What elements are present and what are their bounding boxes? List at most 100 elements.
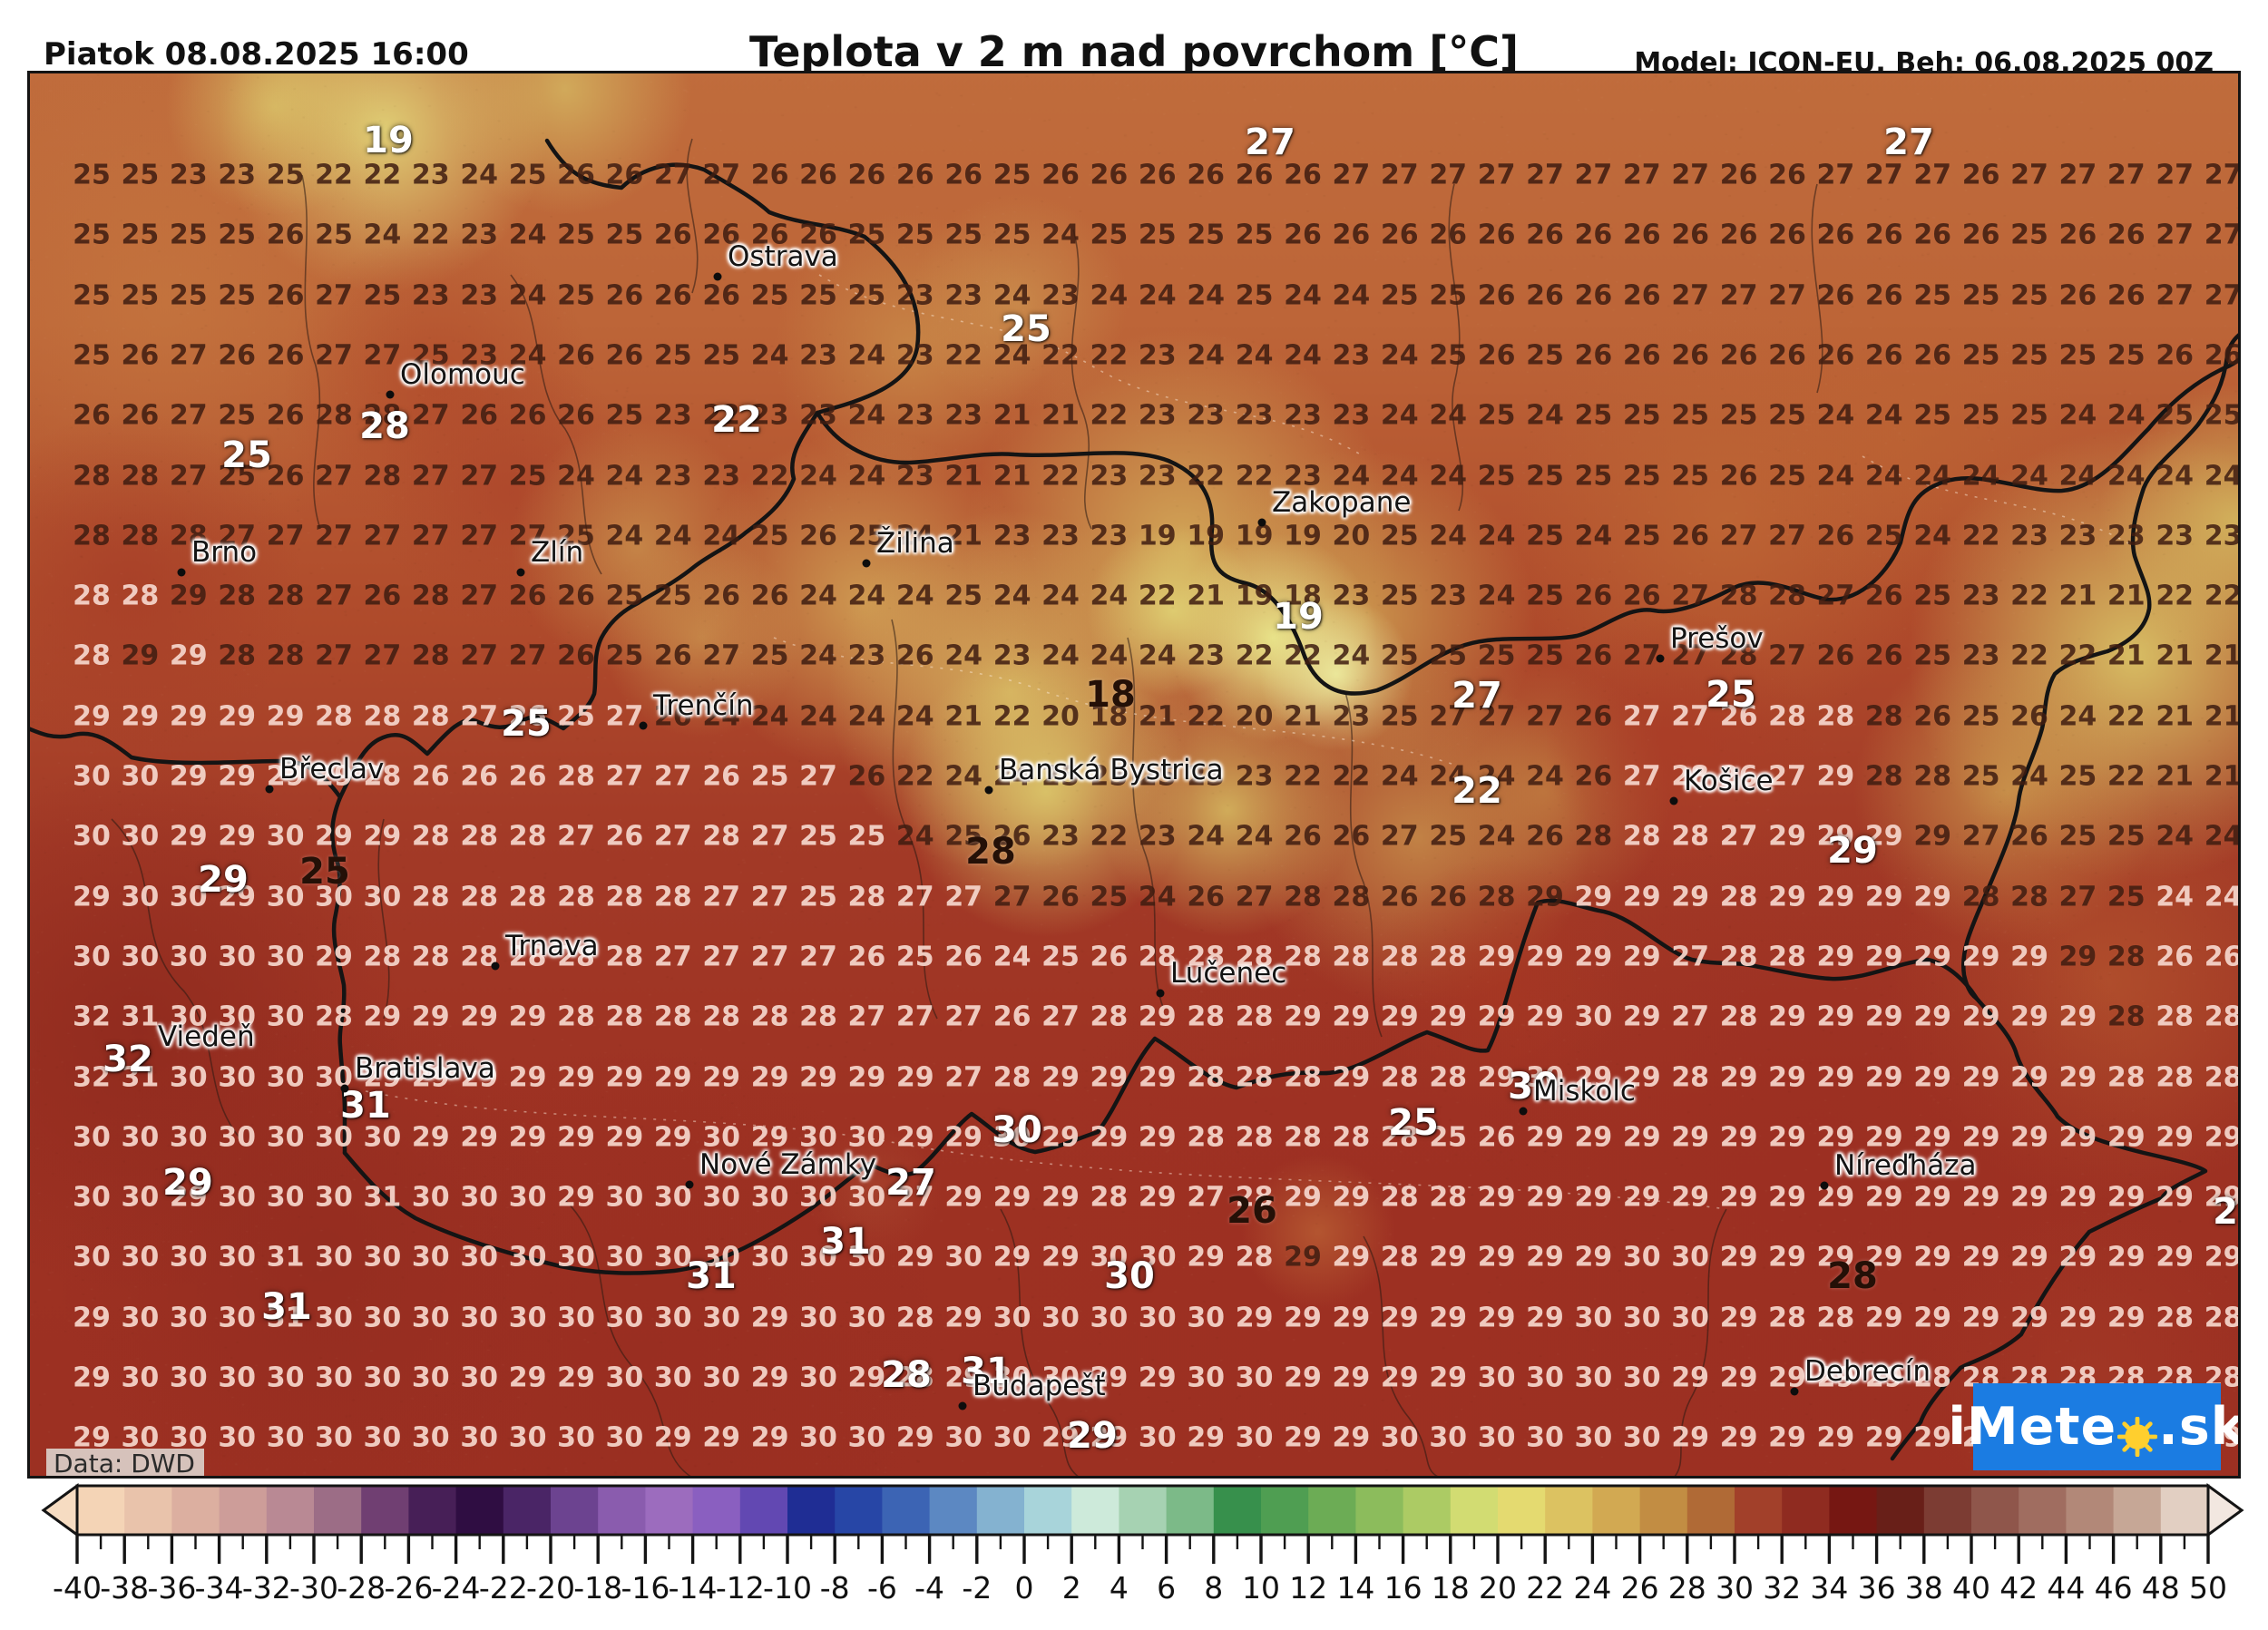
grid-temperature-value: 25	[1913, 279, 1951, 311]
grid-temperature-value: 26	[509, 400, 547, 432]
grid-temperature-value: 28	[1381, 1061, 1419, 1093]
grid-temperature-value: 24	[2204, 821, 2241, 853]
colorbar-segment	[1687, 1486, 1735, 1535]
grid-temperature-value: 22	[1284, 640, 1322, 672]
grid-temperature-value: 25	[702, 339, 740, 371]
city-dot	[1657, 655, 1665, 663]
colorbar-segment	[2066, 1486, 2114, 1535]
colorbar-tick-label: 30	[1716, 1570, 1754, 1606]
grid-temperature-value: 29	[2059, 1182, 2097, 1214]
colorbar-segment	[77, 1486, 125, 1535]
grid-temperature-value: 30	[1187, 1362, 1225, 1394]
grid-temperature-value: 29	[1575, 1182, 1613, 1214]
grid-temperature-value: 27	[1041, 1001, 1080, 1033]
colorbar-segment	[2019, 1486, 2067, 1535]
grid-temperature-value: 26	[2010, 700, 2048, 732]
grid-temperature-value: 23	[2156, 520, 2194, 551]
grid-temperature-value: 30	[218, 1182, 256, 1214]
grid-temperature-value: 29	[1962, 1302, 2000, 1333]
grid-temperature-value: 27	[1768, 279, 1806, 311]
grid-temperature-value: 23	[702, 460, 740, 492]
grid-temperature-value: 24	[896, 821, 934, 853]
grid-temperature-value: 26	[1041, 160, 1080, 191]
colorbar-tick-label: -24	[432, 1570, 481, 1606]
grid-temperature-value: 24	[2059, 460, 2097, 492]
grid-temperature-value: 21	[1187, 581, 1225, 612]
grid-temperature-value: 29	[1913, 1302, 1951, 1333]
grid-temperature-value: 24	[751, 339, 789, 371]
grid-temperature-value: 30	[315, 1302, 353, 1333]
grid-temperature-value: 25	[218, 220, 256, 251]
grid-temperature-value: 26	[1817, 220, 1855, 251]
grid-temperature-value: 26	[557, 400, 595, 432]
grid-temperature-value: 27	[1817, 160, 1855, 191]
grid-temperature-value: 29	[1526, 1121, 1564, 1153]
grid-temperature-value: 24	[1333, 279, 1371, 311]
grid-temperature-value: 26	[218, 339, 256, 371]
grid-temperature-value: 29	[1429, 1001, 1467, 1033]
grid-temperature-value: 30	[73, 821, 111, 853]
grid-temperature-value: 28	[2156, 1302, 2194, 1333]
grid-temperature-value: 26	[1284, 160, 1322, 191]
grid-temperature-value: 27	[1478, 160, 1516, 191]
city-label: Nové Zámky	[699, 1148, 876, 1181]
grid-temperature-value: 25	[315, 220, 353, 251]
grid-temperature-value: 23	[1284, 400, 1322, 432]
grid-temperature-value: 24	[557, 460, 595, 492]
grid-temperature-value: 24	[1139, 881, 1177, 913]
grid-temperature-value: 22	[896, 761, 934, 793]
grid-temperature-value: 24	[751, 700, 789, 732]
grid-temperature-value: 28	[1478, 881, 1516, 913]
grid-temperature-value: 25	[1526, 460, 1564, 492]
grid-temperature-value: 25	[73, 160, 111, 191]
grid-temperature-value: 28	[1236, 1242, 1274, 1274]
grid-temperature-value: 29	[1284, 1182, 1322, 1214]
grid-temperature-value: 27	[1671, 279, 1709, 311]
colorbar-segment	[1167, 1486, 1215, 1535]
grid-temperature-value: 29	[122, 700, 160, 732]
grid-temperature-value: 29	[1865, 941, 1903, 972]
grid-temperature-value: 29	[2059, 1121, 2097, 1153]
grid-temperature-value: 27	[1623, 160, 1661, 191]
grid-temperature-value: 28	[364, 941, 402, 972]
grid-temperature-value: 27	[315, 279, 353, 311]
grid-temperature-value: 27	[170, 400, 208, 432]
grid-temperature-value: 29	[1333, 1242, 1371, 1274]
grid-temperature-value: 26	[1333, 821, 1371, 853]
grid-temperature-value: 23	[1333, 581, 1371, 612]
grid-temperature-value: 30	[1526, 1422, 1564, 1454]
grid-temperature-value: 28	[1187, 1121, 1225, 1153]
grid-temperature-value: 29	[654, 1121, 692, 1153]
colorbar-segment	[787, 1486, 836, 1535]
grid-temperature-value: 21	[993, 400, 1031, 432]
grid-temperature-value: 29	[1962, 1061, 2000, 1093]
grid-temperature-value: 29	[1817, 1001, 1855, 1033]
grid-temperature-value: 26	[1671, 220, 1709, 251]
grid-temperature-value: 25	[848, 821, 886, 853]
grid-temperature-value: 29	[1333, 1061, 1371, 1093]
colorbar-tick-label: -18	[573, 1570, 622, 1606]
grid-temperature-value: 26	[1720, 339, 1758, 371]
grid-temperature-value: 25	[1768, 400, 1806, 432]
imeteo-logo[interactable]: iMete .sk	[1973, 1383, 2221, 1470]
grid-temperature-value: 29	[2059, 1061, 2097, 1093]
extreme-temperature-marker: 31	[686, 1255, 737, 1297]
grid-temperature-value: 24	[1865, 400, 1903, 432]
colorbar-tick-label: 24	[1573, 1570, 1611, 1606]
city-label: Prešov	[1670, 622, 1764, 655]
grid-temperature-value: 27	[1526, 160, 1564, 191]
colorbar-segment	[598, 1486, 646, 1535]
grid-temperature-value: 29	[1284, 1302, 1322, 1333]
grid-temperature-value: 26	[509, 581, 547, 612]
grid-temperature-value: 23	[1139, 460, 1177, 492]
grid-temperature-value: 29	[1865, 1001, 1903, 1033]
grid-temperature-value: 29	[2010, 1121, 2048, 1153]
grid-temperature-value: 29	[1913, 1182, 1951, 1214]
extreme-temperature-marker: 27	[1245, 122, 1295, 163]
grid-temperature-value: 30	[606, 1362, 644, 1394]
grid-temperature-value: 21	[944, 460, 982, 492]
grid-temperature-value: 30	[315, 1182, 353, 1214]
grid-temperature-value: 21	[2156, 700, 2194, 732]
grid-temperature-value: 21	[2156, 640, 2194, 672]
grid-temperature-value: 30	[799, 1302, 837, 1333]
